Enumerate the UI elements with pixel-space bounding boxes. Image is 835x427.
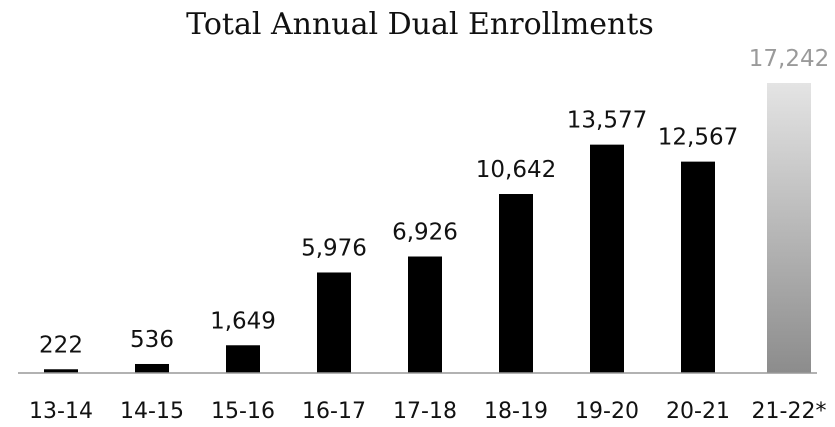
data-label-13-14: 222 — [39, 332, 83, 358]
x-tick-15-16: 15-16 — [211, 399, 275, 424]
bar-20-21 — [681, 161, 715, 373]
data-label-20-21: 12,567 — [658, 125, 738, 151]
bar-15-16 — [226, 345, 260, 373]
bar-17-18 — [408, 256, 442, 373]
bar-13-14 — [44, 369, 78, 373]
x-tick-17-18: 17-18 — [393, 399, 457, 424]
bar-16-17 — [317, 272, 351, 373]
x-tick-20-21: 20-21 — [666, 399, 730, 424]
bar-14-15 — [135, 363, 169, 373]
data-label-19-20: 13,577 — [567, 108, 647, 134]
data-label-21-22*: 17,242 — [749, 46, 829, 72]
chart-title: Total Annual Dual Enrollments — [186, 7, 654, 42]
x-tick-13-14: 13-14 — [29, 399, 93, 424]
data-label-17-18: 6,926 — [392, 220, 458, 246]
bar-19-20 — [590, 144, 624, 373]
data-label-15-16: 1,649 — [210, 308, 276, 334]
data-label-16-17: 5,976 — [301, 235, 367, 261]
x-tick-21-22*: 21-22* — [752, 399, 827, 424]
x-tick-14-15: 14-15 — [120, 399, 184, 424]
x-tick-labels: 13-14 14-15 15-16 16-17 17-18 18-19 19-20 20-21… — [29, 399, 826, 424]
x-tick-19-20: 19-20 — [575, 399, 639, 424]
bar-21-22* — [767, 83, 811, 373]
x-tick-18-19: 18-19 — [484, 399, 548, 424]
bars-group: 222 536 1,649 5,976 6,926 10,642 13,577 12,567 1… — [39, 46, 829, 373]
data-label-18-19: 10,642 — [476, 157, 556, 183]
data-label-14-15: 536 — [130, 327, 174, 353]
bar-18-19 — [499, 194, 533, 373]
x-tick-16-17: 16-17 — [302, 399, 366, 424]
